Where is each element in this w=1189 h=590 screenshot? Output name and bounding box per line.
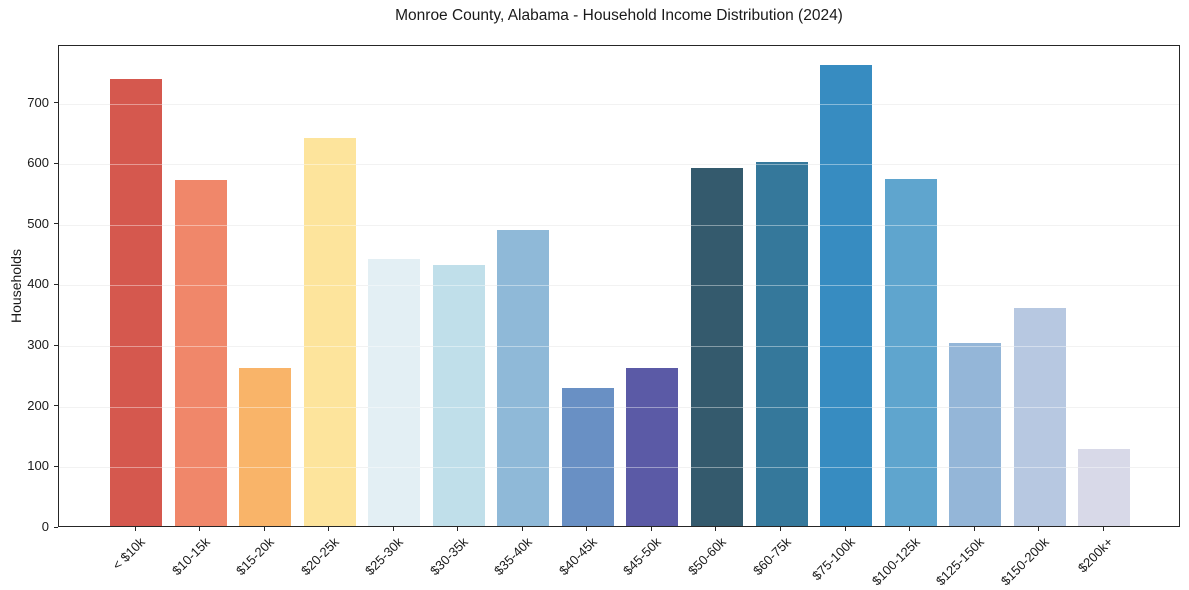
y-tick-mark [54,102,58,104]
x-tick-mark [650,527,652,531]
x-tick-label: $15-20k [233,534,277,579]
x-tick-mark [715,527,717,531]
x-tick-label: $50-60k [685,534,729,579]
bar [949,343,1002,526]
x-tick-mark [844,527,846,531]
x-tick-mark [263,527,265,531]
gridline [59,406,1179,408]
bar [432,265,485,526]
x-tick-mark [328,527,330,531]
y-tick-mark [54,526,58,528]
x-tick-label: $35-40k [491,534,536,579]
y-tick-label: 0 [41,519,49,534]
gridline [59,164,1179,166]
x-tick-label: $150-200k [997,534,1052,589]
y-tick-mark [54,344,58,346]
chart-title: Monroe County, Alabama - Household Incom… [395,7,843,24]
x-tick-label: $75-100k [809,534,858,584]
y-tick-label: 700 [27,94,49,110]
y-tick-mark [54,465,58,467]
x-tick-label: $125-150k [932,534,988,589]
y-tick-label: 100 [27,458,49,474]
x-tick-mark [1102,527,1104,531]
gridline-overlay [59,103,1179,105]
gridline-overlay [59,346,1179,348]
x-tick-mark [457,527,459,531]
bar [561,388,614,526]
bar [1078,449,1131,526]
gridline-overlay [59,164,1179,166]
x-tick-label: $60-75k [749,534,794,579]
x-tick-mark [909,527,911,531]
x-tick-mark [392,527,394,531]
x-tick-label: $100-125k [868,534,923,589]
gridline [59,467,1179,469]
x-tick-mark [521,527,523,531]
y-tick-mark [54,162,58,164]
y-tick-label: 500 [27,215,49,231]
x-tick-label: $25-30k [362,534,407,579]
gridline-overlay [59,285,1179,287]
y-tick-label: 400 [27,276,49,292]
x-tick-label: $10-15k [168,534,213,579]
bar [690,168,743,526]
x-tick-label: $30-35k [426,534,471,579]
bar [497,230,550,526]
bar [303,138,356,526]
x-tick-mark [199,527,201,531]
bar [884,179,937,526]
gridline [59,103,1179,105]
x-tick-mark [586,527,588,531]
y-tick-mark [54,223,58,225]
y-tick-label: 200 [27,397,49,413]
x-tick-mark [1038,527,1040,531]
gridline [59,285,1179,287]
x-tick-label: < $10k [109,534,148,573]
bar [820,65,873,526]
gridline [59,224,1179,226]
bar [174,180,227,526]
bar [110,79,162,526]
bar [239,368,292,526]
x-tick-mark [780,527,781,531]
y-tick-mark [54,283,58,285]
bar [1013,308,1066,526]
gridline-overlay [59,406,1179,408]
x-tick-label: $40-45k [555,534,600,579]
bar [626,368,679,526]
gridline-overlay [59,467,1179,469]
gridline [59,346,1179,348]
y-tick-mark [54,405,58,407]
plot-area [58,45,1180,527]
y-tick-label: 300 [27,337,49,353]
bar [368,259,421,526]
x-tick-label: $45-50k [620,534,665,579]
x-tick-label: $20-25k [297,534,342,579]
gridline-overlay [59,224,1179,226]
x-tick-label: $200k+ [1075,534,1117,576]
bar [755,162,808,526]
y-tick-label: 600 [27,155,49,171]
x-tick-mark [973,527,975,531]
x-tick-mark [134,527,136,531]
